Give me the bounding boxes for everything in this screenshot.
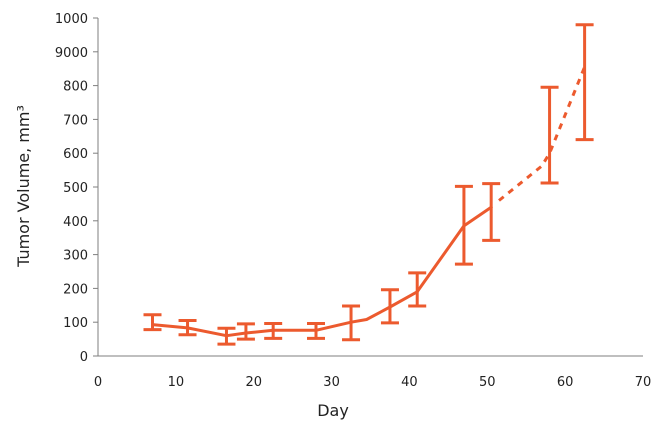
x-axis-label: Day xyxy=(317,401,349,420)
error-bar xyxy=(178,319,197,337)
error-bar xyxy=(307,322,325,340)
y-tick-label: 200 xyxy=(63,282,88,297)
series-1 xyxy=(143,182,501,346)
y-tick-label: 400 xyxy=(63,215,88,230)
error-bar xyxy=(408,271,427,308)
x-tick-label: 50 xyxy=(479,375,496,390)
series-line xyxy=(498,66,586,202)
y-tick-label: 100 xyxy=(63,316,88,331)
error-bar xyxy=(217,326,236,346)
x-tick-label: 60 xyxy=(557,375,574,390)
error-bar xyxy=(143,313,162,332)
y-tick-label: 600 xyxy=(63,147,88,162)
x-tick-label: 20 xyxy=(245,375,262,390)
error-bar xyxy=(264,322,283,340)
y-tick-label: 1000 xyxy=(55,12,88,27)
error-bar xyxy=(575,23,594,142)
x-tick-labels: 0 10 20 30 40 50 60 70 xyxy=(94,375,651,390)
series-marks xyxy=(143,23,594,346)
y-tick-label: 700 xyxy=(63,113,88,128)
series-2 xyxy=(498,23,594,202)
y-tick-labels: 0 100 200 300 400 500 600 700 800 9000 1000 xyxy=(55,12,98,365)
error-bar xyxy=(482,182,501,242)
y-axis-label: Tumor Volume, mm³ xyxy=(14,105,33,268)
series-line xyxy=(151,205,493,338)
y-tick-label: 9000 xyxy=(55,46,88,61)
x-tick-label: 0 xyxy=(94,375,102,390)
y-tick-label: 0 xyxy=(80,350,88,365)
x-tick-label: 10 xyxy=(168,375,185,390)
y-tick-label: 300 xyxy=(63,249,88,264)
error-bar xyxy=(540,85,559,185)
y-tick-label: 800 xyxy=(63,80,88,95)
y-tick-label: 500 xyxy=(63,181,88,196)
error-bar xyxy=(380,288,399,325)
error-bar xyxy=(236,322,255,341)
x-tick-label: 70 xyxy=(635,375,652,390)
axes xyxy=(97,18,643,357)
x-tick-label: 30 xyxy=(323,375,340,390)
x-tick-label: 40 xyxy=(401,375,418,390)
error-bar xyxy=(454,184,473,266)
error-bar xyxy=(342,304,361,342)
